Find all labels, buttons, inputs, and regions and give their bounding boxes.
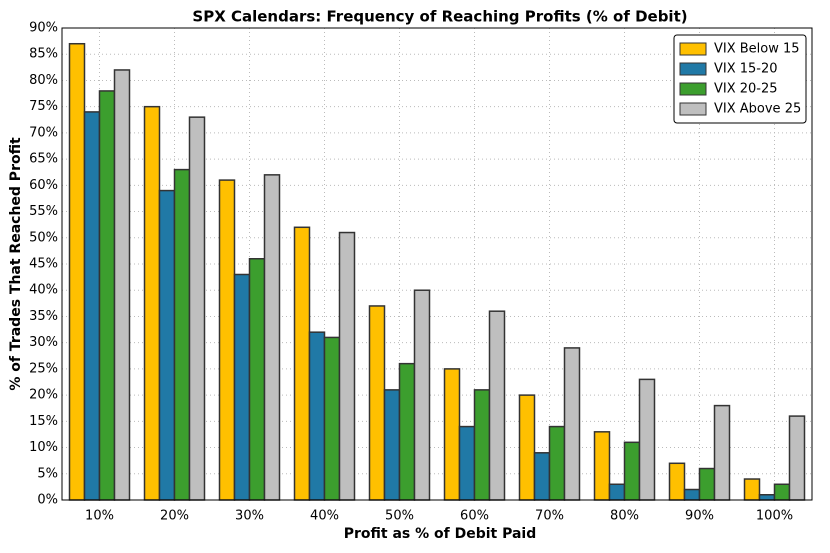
y-tick-label: 70% <box>29 125 58 140</box>
bar <box>518 394 536 501</box>
bar <box>143 105 161 501</box>
bar <box>758 494 776 501</box>
bar <box>398 362 416 501</box>
bar <box>773 483 791 501</box>
x-tick-label: 70% <box>535 509 564 524</box>
y-tick-label: 0% <box>37 493 58 508</box>
x-tick-label: 80% <box>610 509 639 524</box>
y-tick-label: 85% <box>29 47 58 62</box>
y-tick-label: 50% <box>29 230 58 245</box>
bar <box>173 168 191 501</box>
y-tick-label: 40% <box>29 283 58 298</box>
bar <box>338 231 356 501</box>
legend: VIX Below 15 VIX 15-20 VIX 20-25 VIX Above … <box>673 34 807 124</box>
y-tick-label: 80% <box>29 73 58 88</box>
y-tick-label: 45% <box>29 257 58 272</box>
bar <box>473 389 491 501</box>
bar <box>413 289 431 501</box>
bar <box>623 441 641 501</box>
x-tick-label: 90% <box>685 509 714 524</box>
bar <box>743 478 761 501</box>
bar <box>83 111 101 501</box>
y-tick-label: 75% <box>29 99 58 114</box>
bar <box>263 174 281 501</box>
bar <box>443 368 461 501</box>
legend-swatch <box>679 102 707 116</box>
y-tick-label: 60% <box>29 178 58 193</box>
chart-title: SPX Calendars: Frequency of Reaching Pro… <box>192 8 687 26</box>
y-tick-label: 30% <box>29 335 58 350</box>
bar <box>68 42 86 501</box>
bar <box>218 179 236 501</box>
x-tick-label: 20% <box>160 509 189 524</box>
bar <box>233 273 251 501</box>
y-tick-label: 90% <box>29 21 58 36</box>
bar <box>698 467 716 501</box>
y-tick-label: 25% <box>29 361 58 376</box>
bar <box>788 415 806 501</box>
y-tick-label: 5% <box>37 466 58 481</box>
bar <box>533 452 551 501</box>
bar <box>608 483 626 501</box>
bar <box>98 90 116 501</box>
y-tick-label: 15% <box>29 414 58 429</box>
x-tick-label: 50% <box>385 509 414 524</box>
legend-box <box>673 34 807 124</box>
x-tick-label: 60% <box>460 509 489 524</box>
bar <box>113 69 131 501</box>
y-tick-label: 20% <box>29 388 58 403</box>
legend-label: VIX 20-25 <box>714 82 778 97</box>
bar <box>593 431 611 501</box>
bar <box>158 189 176 501</box>
y-tick-label: 10% <box>29 440 58 455</box>
bar <box>308 331 326 501</box>
bar <box>683 488 701 501</box>
plot-frame <box>61 27 813 501</box>
y-tick-label: 65% <box>29 152 58 167</box>
bar <box>383 389 401 501</box>
y-tick-label: 55% <box>29 204 58 219</box>
legend-label: VIX Below 15 <box>714 42 800 57</box>
legend-swatch <box>679 42 707 56</box>
bar <box>188 116 206 501</box>
bar <box>638 378 656 501</box>
x-tick-label: 40% <box>310 509 339 524</box>
bar <box>563 347 581 501</box>
legend-swatch <box>679 62 707 76</box>
x-tick-label: 30% <box>235 509 264 524</box>
bar <box>323 336 341 501</box>
bar <box>293 226 311 501</box>
legend-swatch <box>679 82 707 96</box>
bar <box>713 404 731 501</box>
bar <box>248 258 266 501</box>
bar <box>488 310 506 501</box>
bar <box>668 462 686 501</box>
y-axis-label: % of Trades That Reached Profit <box>8 137 24 391</box>
x-axis-label: Profit as % of Debit Paid <box>344 526 537 542</box>
x-tick-label: 100% <box>756 509 793 524</box>
bar <box>548 425 566 501</box>
bar <box>368 305 386 501</box>
legend-label: VIX 15-20 <box>714 62 778 77</box>
y-tick-label: 35% <box>29 309 58 324</box>
bar <box>458 425 476 501</box>
x-tick-label: 10% <box>85 509 114 524</box>
legend-label: VIX Above 25 <box>714 102 801 117</box>
